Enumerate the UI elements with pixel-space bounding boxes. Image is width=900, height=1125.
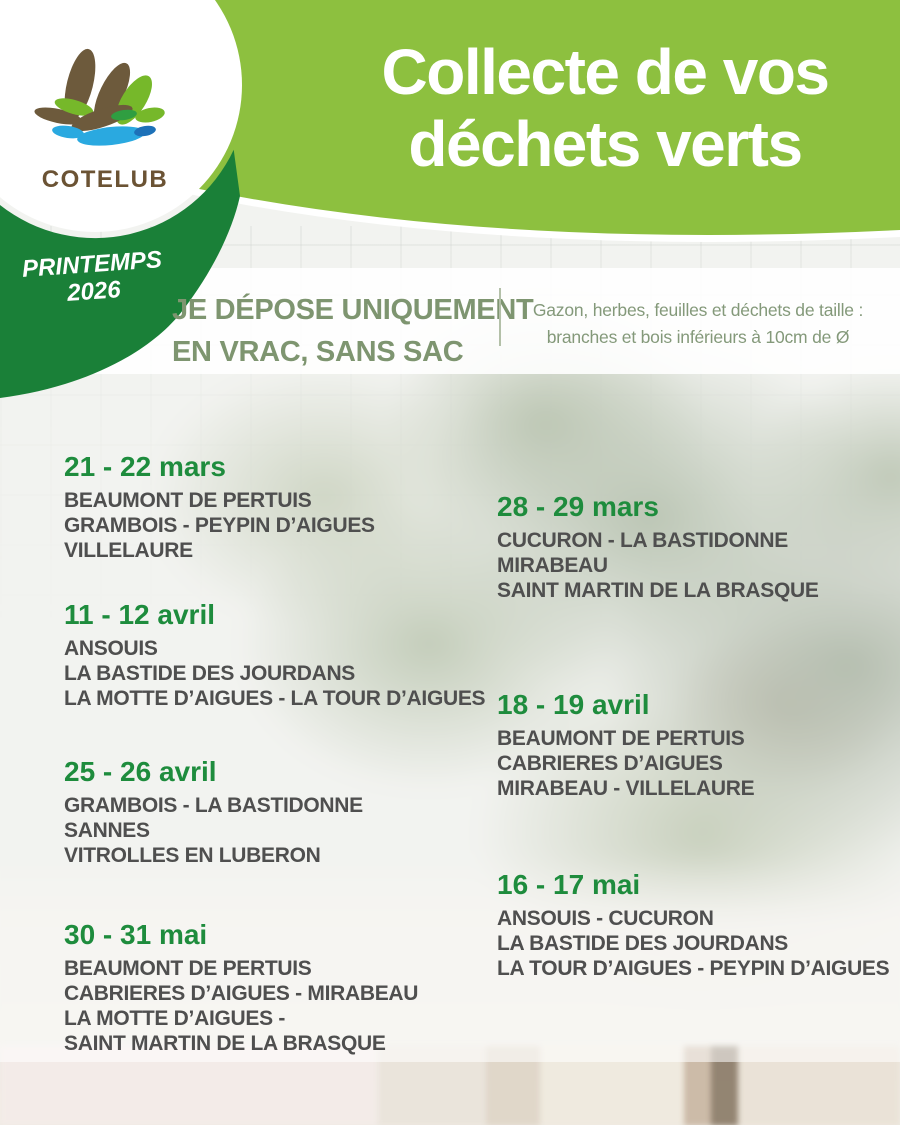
town-line: LA BASTIDE DES JOURDANS [64, 662, 356, 685]
logo-leaf [34, 107, 82, 125]
logo-leaf [54, 98, 94, 116]
instruction-line-2: EN VRAC, SANS SAC [172, 336, 464, 369]
logo-leaf [135, 107, 165, 123]
schedule-block-avril-11-12: 11 - 12 avril ANSOUIS LA BASTIDE DES JOU… [64, 598, 486, 711]
town-line: BEAUMONT DE PERTUIS [64, 957, 312, 980]
logo-leaf [111, 109, 137, 121]
season-ribbon [0, 149, 240, 398]
town-line: CABRIERES D’AIGUES [497, 752, 723, 775]
deposit-instruction: JE DÉPOSE UNIQUEMENT EN VRAC, SANS SAC [172, 289, 534, 373]
town-line: CABRIERES D’AIGUES - MIRABEAU [64, 982, 419, 1005]
schedule-block-mai-30-31: 30 - 31 mai BEAUMONT DE PERTUIS CABRIERE… [64, 918, 418, 1056]
schedule-block-mars-21-22: 21 - 22 mars BEAUMONT DE PERTUIS GRAMBOI… [64, 450, 375, 563]
title-line-2: déchets verts [408, 108, 803, 181]
town-line: MIRABEAU [497, 554, 608, 577]
date-range: 28 - 29 mars [497, 491, 659, 522]
logo-leaf [134, 125, 156, 137]
town-line: LA MOTTE D’AIGUES - [64, 1007, 286, 1030]
date-range: 21 - 22 mars [64, 451, 226, 482]
date-range: 18 - 19 avril [497, 689, 650, 720]
logo-leaf [71, 104, 133, 132]
poster-title: Collecte de vos déchets verts [320, 36, 890, 181]
logo-leaf [93, 62, 131, 124]
town-line: LA BASTIDE DES JOURDANS [497, 932, 789, 955]
town-line: SANNES [64, 819, 150, 842]
detail-line-2: branches et bois inférieurs à 10cm de Ø [546, 327, 850, 348]
accepted-waste-note: Gazon, herbes, feuilles et déchets de ta… [502, 297, 894, 351]
schedule-block-avril-25-26: 25 - 26 avril GRAMBOIS - LA BASTIDONNE S… [64, 755, 363, 868]
town-line: GRAMBOIS - LA BASTIDONNE [64, 794, 363, 817]
detail-line-1: Gazon, herbes, feuilles et déchets de ta… [532, 300, 864, 320]
town-line: ANSOUIS - CUCURON [497, 907, 714, 930]
divider-line [499, 288, 501, 346]
schedule-block-mars-28-29: 28 - 29 mars CUCURON - LA BASTIDONNE MIR… [497, 490, 819, 603]
schedule-block-mai-16-17: 16 - 17 mai ANSOUIS - CUCURON LA BASTIDE… [497, 868, 890, 981]
town-line: MIRABEAU - VILLELAURE [497, 777, 755, 800]
cotelub-logo [34, 48, 165, 146]
date-range: 30 - 31 mai [64, 919, 208, 950]
town-line: GRAMBOIS - PEYPIN D’AIGUES [64, 514, 375, 537]
town-line: SAINT MARTIN DE LA BRASQUE [64, 1032, 386, 1055]
schedule-block-avril-18-19: 18 - 19 avril BEAUMONT DE PERTUIS CABRIE… [497, 688, 755, 801]
logo-leaf [52, 125, 84, 139]
town-line: VILLELAURE [64, 539, 193, 562]
date-range: 11 - 12 avril [64, 599, 216, 630]
instruction-line-1: JE DÉPOSE UNIQUEMENT [172, 294, 534, 326]
town-line: LA TOUR D’AIGUES - PEYPIN D’AIGUES [497, 957, 890, 980]
town-line: VITROLLES EN LUBERON [64, 844, 321, 867]
date-range: 25 - 26 avril [64, 756, 217, 787]
logo-wordmark: COTELUB [41, 166, 169, 193]
town-line: CUCURON - LA BASTIDONNE [497, 529, 788, 552]
logo-leaf [77, 126, 145, 146]
town-line: BEAUMONT DE PERTUIS [64, 489, 312, 512]
town-line: ANSOUIS [64, 637, 158, 660]
title-line-1: Collecte de vos [381, 36, 831, 108]
town-line: LA MOTTE D’AIGUES - LA TOUR D’AIGUES [64, 687, 486, 710]
date-range: 16 - 17 mai [497, 869, 641, 900]
town-line: BEAUMONT DE PERTUIS [497, 727, 745, 750]
town-line: SAINT MARTIN DE LA BRASQUE [497, 579, 819, 602]
